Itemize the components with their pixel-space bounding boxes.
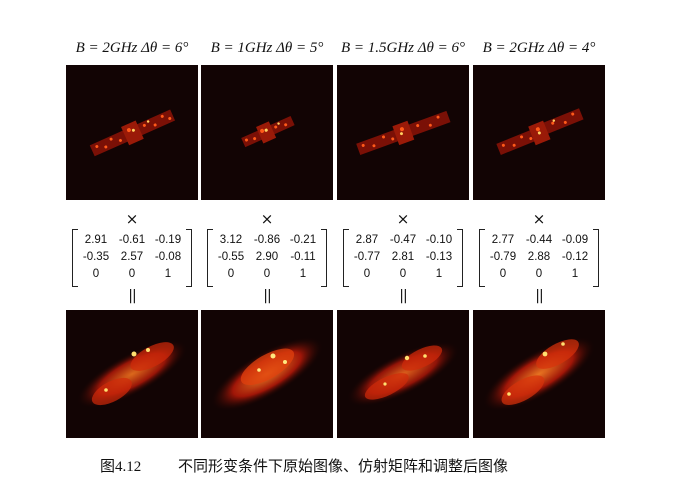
- equals-symbol: ||: [535, 288, 543, 304]
- figure-caption: 图4.12 不同形变条件下原始图像、仿射矩阵和调整后图像: [100, 455, 600, 476]
- multiply-symbol: ×: [396, 210, 410, 228]
- matrix-cell: 2.91: [84, 233, 108, 246]
- adjusted-isar-image: [201, 310, 333, 438]
- matrix-cell: -0.77: [353, 250, 381, 263]
- matrix-cell: 2.81: [391, 250, 415, 263]
- matrix-cell: 0: [263, 267, 271, 280]
- matrix-cell: -0.11: [290, 250, 316, 263]
- matrix-cell: -0.09: [561, 233, 589, 246]
- adjusted-isar-image: [473, 310, 605, 438]
- matrix-cell: -0.19: [154, 233, 182, 246]
- multiply-symbol: ×: [260, 210, 274, 228]
- adjusted-isar-image: [66, 310, 198, 438]
- affine-matrix: 2.77 -0.44 -0.09 -0.79 2.88 -0.12 0 0 1: [479, 229, 599, 287]
- matrix-right-bracket: [457, 229, 463, 287]
- multiply-symbol: ×: [532, 210, 546, 228]
- affine-matrix: 2.87 -0.47 -0.10 -0.77 2.81 -0.13 0 0 1: [343, 229, 463, 287]
- matrix-cell: 0: [399, 267, 407, 280]
- matrix-cell: 0: [128, 267, 136, 280]
- original-isar-image: [66, 65, 198, 200]
- figure-number: 图4.12: [100, 459, 142, 475]
- matrix-cell: -0.21: [289, 233, 317, 246]
- original-isar-image: [473, 65, 605, 200]
- affine-matrix: 3.12 -0.86 -0.21 -0.55 2.90 -0.11 0 0 1: [207, 229, 327, 287]
- matrix-cell: 0: [92, 267, 100, 280]
- matrix-cell: 0: [363, 267, 371, 280]
- matrix-cell: 0: [227, 267, 235, 280]
- equals-symbol: ||: [399, 288, 407, 304]
- matrix-left-bracket: [343, 229, 349, 287]
- matrix-cell: -0.12: [561, 250, 589, 263]
- matrix-left-bracket: [207, 229, 213, 287]
- panel-title: B = 1.5GHz Δθ = 6°: [340, 40, 466, 56]
- matrix-cell: 0: [535, 267, 543, 280]
- matrix-cell: 2.88: [527, 250, 551, 263]
- matrix-cell: -0.10: [425, 233, 453, 246]
- matrix-cell: 1: [164, 267, 172, 280]
- matrix-cell: 2.87: [355, 233, 379, 246]
- multiply-symbol: ×: [125, 210, 139, 228]
- original-isar-image: [337, 65, 469, 200]
- original-isar-image: [201, 65, 333, 200]
- matrix-cell: -0.86: [253, 233, 281, 246]
- matrix-left-bracket: [72, 229, 78, 287]
- panel-title: B = 2GHz Δθ = 6°: [75, 40, 189, 56]
- matrix-cell: 2.77: [491, 233, 515, 246]
- matrix-cell: 1: [571, 267, 579, 280]
- matrix-left-bracket: [479, 229, 485, 287]
- matrix-cell: -0.79: [489, 250, 517, 263]
- matrix-cell: -0.55: [217, 250, 245, 263]
- adjusted-isar-image: [337, 310, 469, 438]
- matrix-cell: -0.47: [389, 233, 417, 246]
- matrix-cell: 2.57: [120, 250, 144, 263]
- affine-matrix: 2.91 -0.61 -0.19 -0.35 2.57 -0.08 0 0 1: [72, 229, 192, 287]
- matrix-cell: 1: [299, 267, 307, 280]
- equals-symbol: ||: [128, 288, 136, 304]
- matrix-right-bracket: [593, 229, 599, 287]
- panel-title: B = 1GHz Δθ = 5°: [210, 40, 324, 56]
- matrix-cell: -0.44: [525, 233, 553, 246]
- figure-caption-text: 不同形变条件下原始图像、仿射矩阵和调整后图像: [178, 459, 509, 475]
- matrix-cell: -0.35: [82, 250, 110, 263]
- matrix-cell: -0.13: [425, 250, 453, 263]
- panel-title: B = 2GHz Δθ = 4°: [482, 40, 596, 56]
- matrix-cell: -0.08: [154, 250, 182, 263]
- matrix-cell: -0.61: [118, 233, 146, 246]
- matrix-cell: 2.90: [255, 250, 279, 263]
- matrix-right-bracket: [186, 229, 192, 287]
- matrix-right-bracket: [321, 229, 327, 287]
- matrix-cell: 3.12: [219, 233, 243, 246]
- matrix-cell: 1: [435, 267, 443, 280]
- equals-symbol: ||: [263, 288, 271, 304]
- matrix-cell: 0: [499, 267, 507, 280]
